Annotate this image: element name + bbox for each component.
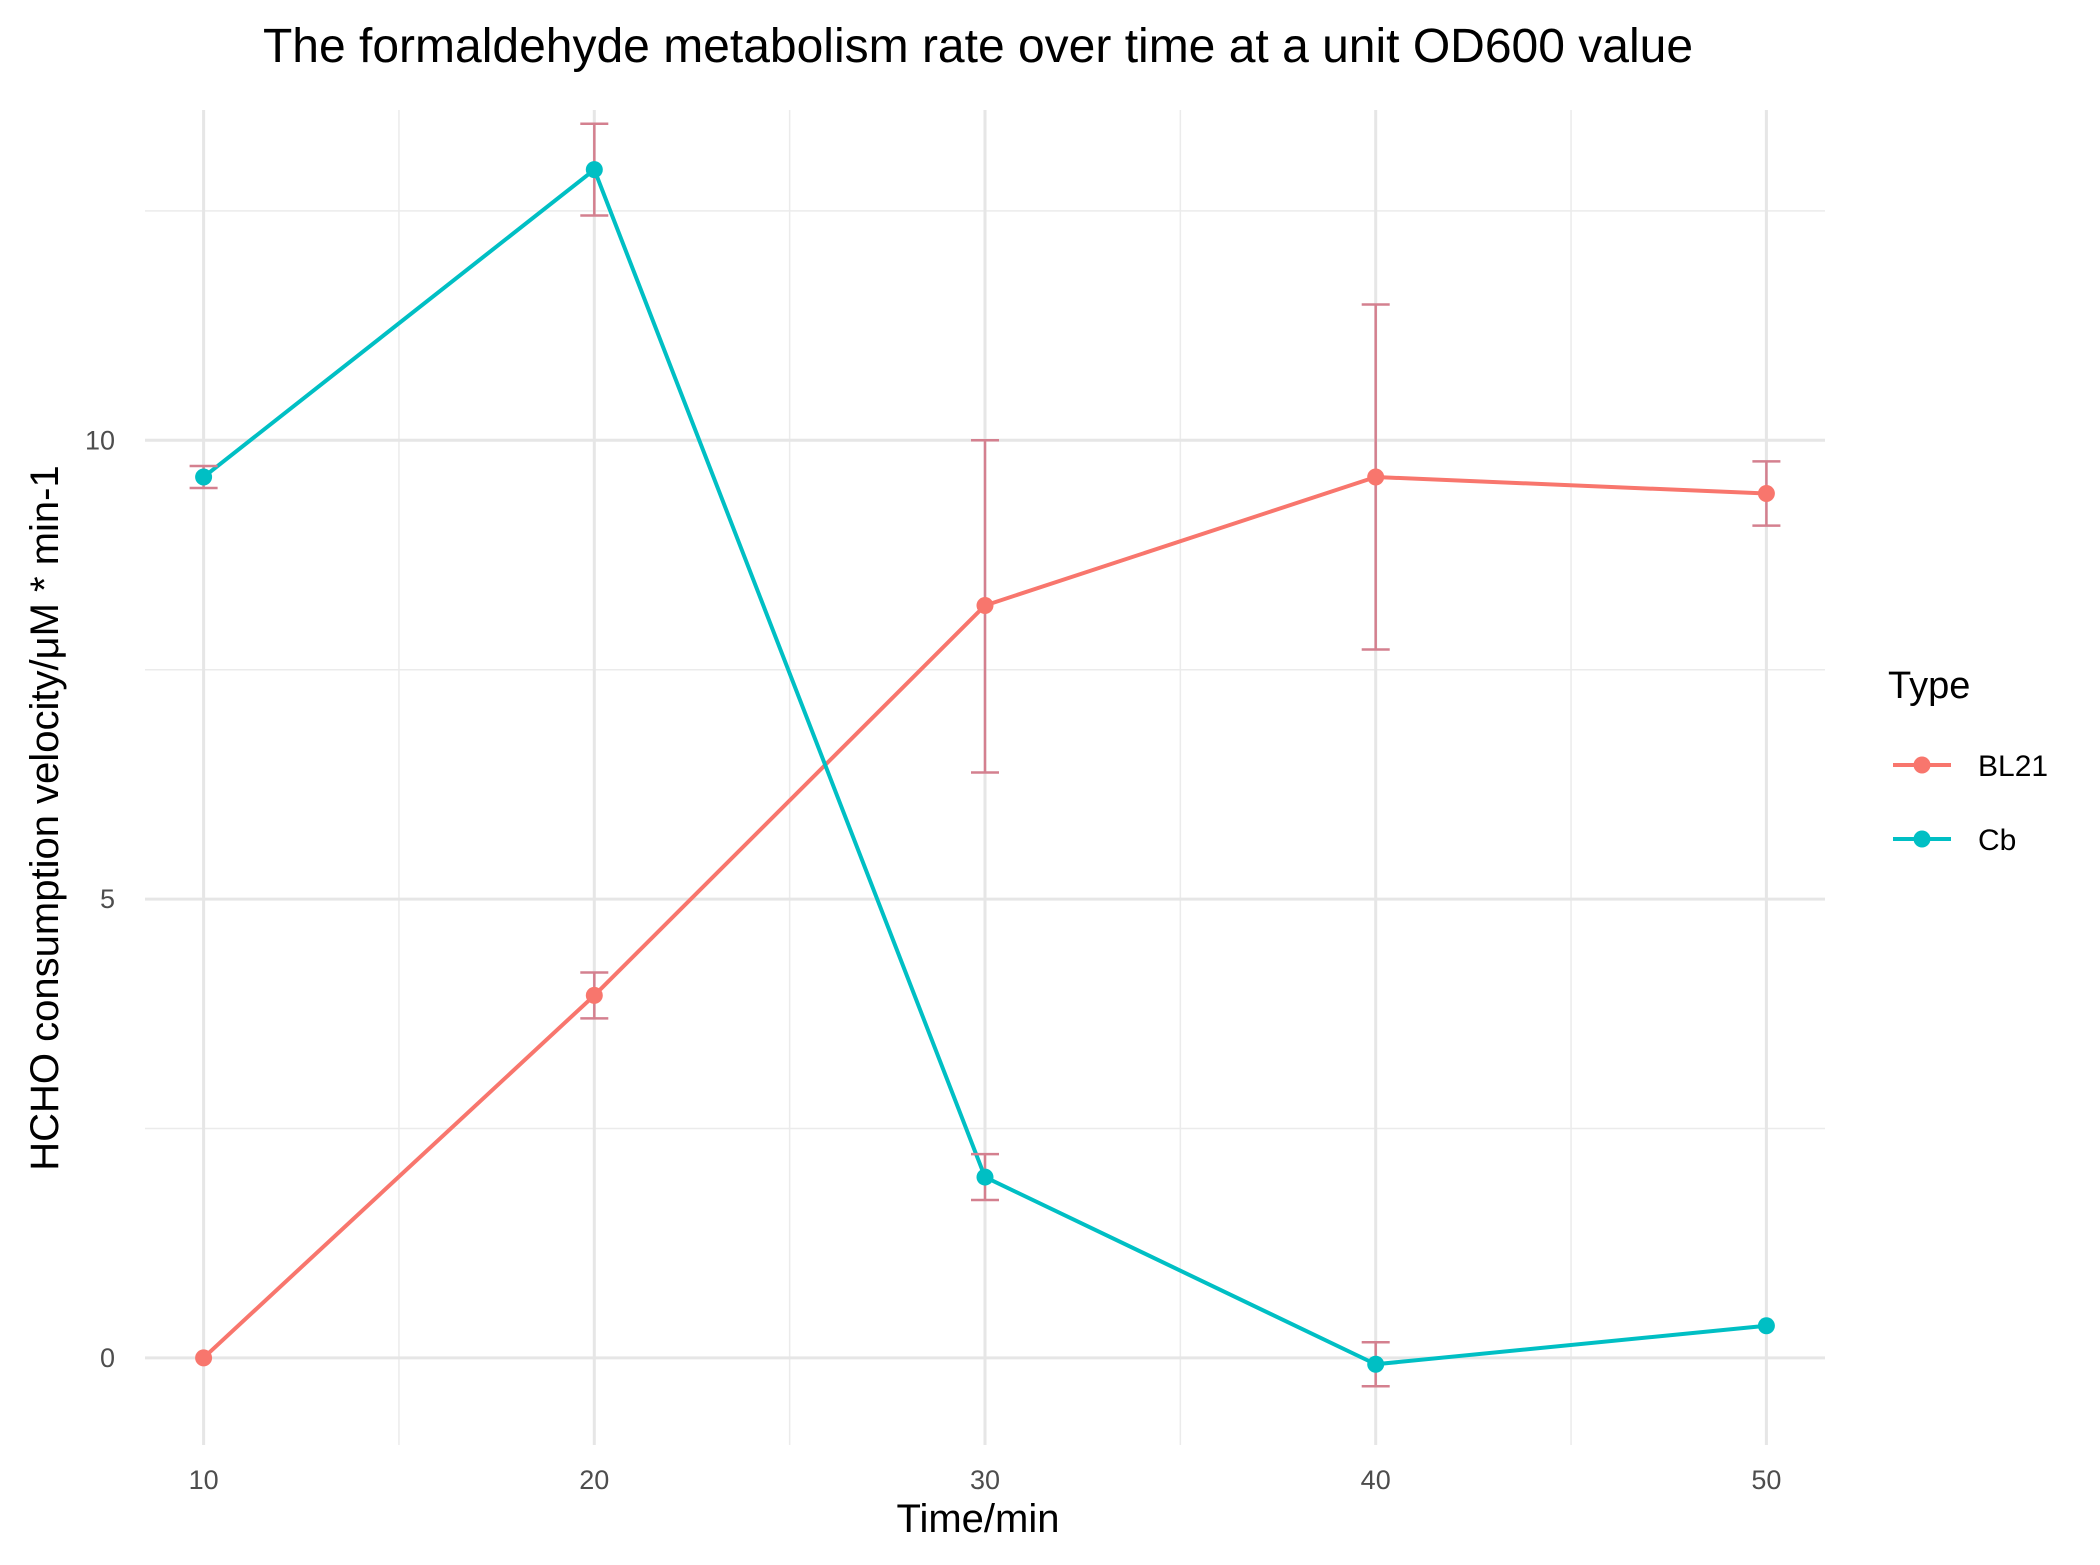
legend-key-point bbox=[1913, 830, 1931, 848]
x-tick-label: 30 bbox=[970, 1465, 1000, 1495]
data-point-cb bbox=[195, 468, 213, 486]
legend-item-bl21: BL21 bbox=[1893, 750, 2048, 783]
x-tick-label: 10 bbox=[189, 1465, 219, 1495]
data-point-cb bbox=[1757, 1317, 1775, 1335]
data-point-cb bbox=[585, 161, 603, 179]
legend-label: BL21 bbox=[1978, 750, 2048, 783]
data-point-bl21 bbox=[1367, 468, 1385, 486]
grid bbox=[145, 110, 1825, 1445]
tick-labels: 10 20 30 40 50 0 5 10 bbox=[85, 425, 1781, 1495]
x-tick-label: 40 bbox=[1361, 1465, 1391, 1495]
legend: Type BL21 Cb bbox=[1888, 665, 2048, 857]
y-tick-label: 0 bbox=[100, 1343, 115, 1373]
data-point-bl21 bbox=[585, 986, 603, 1004]
data-points bbox=[195, 161, 1775, 1373]
chart-title: The formaldehyde metabolism rate over ti… bbox=[263, 20, 1693, 73]
legend-label: Cb bbox=[1978, 824, 2016, 857]
legend-key-point bbox=[1913, 756, 1931, 774]
data-point-bl21 bbox=[195, 1349, 213, 1367]
legend-items: BL21 Cb bbox=[1893, 750, 2048, 857]
x-axis-title: Time/min bbox=[897, 1497, 1060, 1541]
legend-title: Type bbox=[1888, 665, 1970, 707]
x-tick-label: 20 bbox=[579, 1465, 609, 1495]
x-tick-label: 50 bbox=[1751, 1465, 1781, 1495]
data-point-bl21 bbox=[976, 596, 994, 614]
legend-item-cb: Cb bbox=[1893, 824, 2016, 857]
data-point-cb bbox=[976, 1168, 994, 1186]
data-point-bl21 bbox=[1757, 485, 1775, 503]
y-tick-label: 5 bbox=[100, 884, 115, 914]
y-axis-title: HCHO consumption velocity/μM * min-1 bbox=[23, 465, 67, 1170]
y-tick-label: 10 bbox=[85, 425, 115, 455]
data-point-cb bbox=[1367, 1355, 1385, 1373]
